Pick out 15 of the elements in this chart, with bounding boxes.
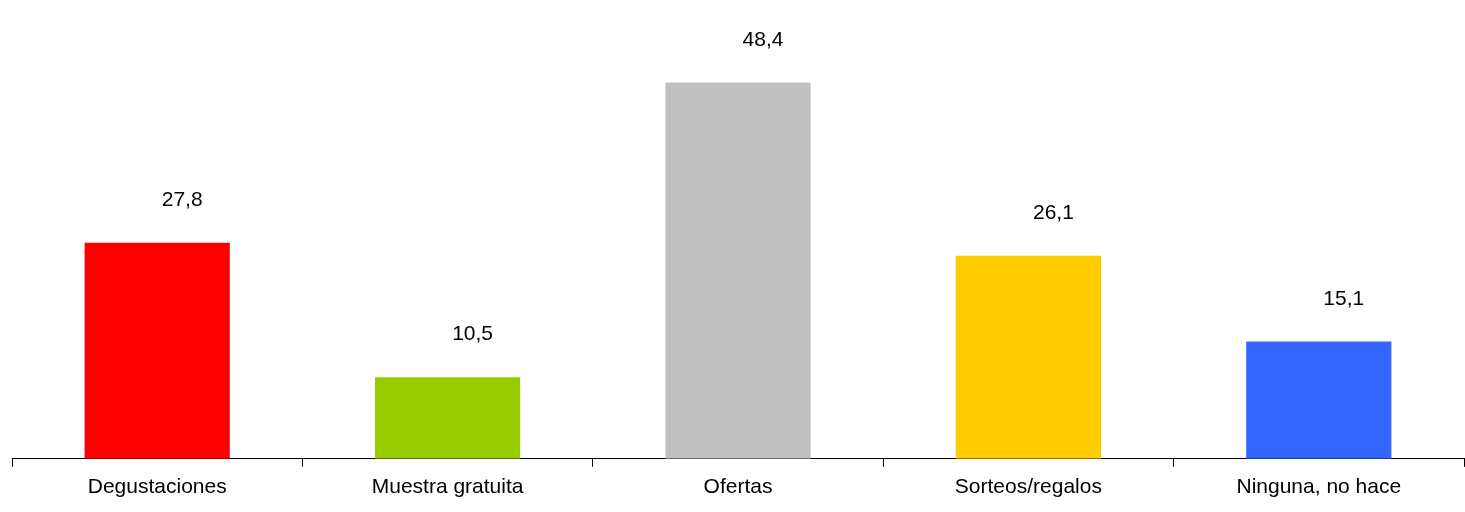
bar [955,255,1101,459]
x-tick-label: Ofertas [703,474,773,498]
x-tick-label: Muestra gratuita [371,474,524,498]
bar [375,377,521,459]
data-label: 48,4 [742,26,784,50]
x-tick-label: Sorteos/regalos [954,474,1102,498]
data-label: 10,5 [452,321,494,345]
x-tick-label: Ninguna, no hace [1236,474,1402,498]
bar [84,242,230,459]
data-label: 26,1 [1032,200,1074,224]
bar [665,82,811,459]
bar [1246,341,1392,459]
data-label: 27,8 [161,186,203,210]
x-tick-label: Degustaciones [87,474,227,498]
data-label: 15,1 [1323,285,1365,309]
